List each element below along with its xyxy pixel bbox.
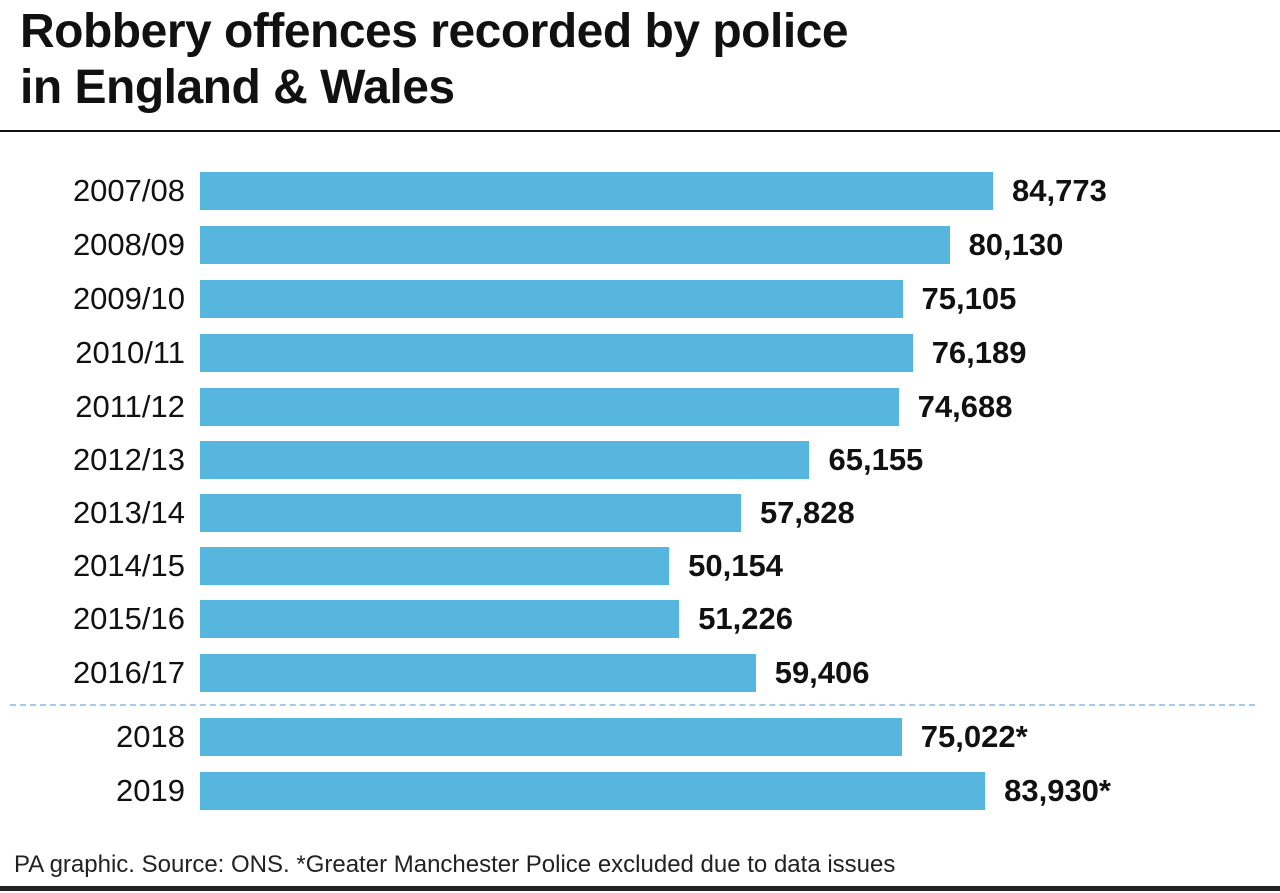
bar-2015-16	[200, 600, 680, 638]
data-label: 76,189	[931, 335, 1027, 370]
category-label: 2019	[116, 773, 185, 808]
category-label: 2012/13	[72, 442, 185, 477]
bar-2018	[200, 718, 902, 756]
bar-2009-10	[200, 280, 903, 318]
category-label: 2009/10	[72, 281, 185, 316]
dashed-divider	[10, 704, 1255, 706]
footnote: PA graphic. Source: ONS. *Greater Manche…	[14, 851, 896, 878]
category-label: 2007/08	[72, 173, 185, 208]
category-label: 2014/15	[72, 548, 185, 583]
data-label: 83,930*	[1004, 773, 1111, 808]
data-label: 84,773	[1012, 173, 1107, 208]
category-label: 2010/11	[75, 335, 185, 370]
category-label: 2011/12	[75, 389, 185, 424]
bar-2014-15	[200, 547, 670, 585]
top-rule	[0, 130, 1280, 132]
bar-2007-08	[200, 172, 993, 210]
category-label: 2016/17	[72, 655, 185, 690]
bottom-rule	[0, 886, 1280, 891]
data-label: 80,130	[968, 227, 1064, 262]
category-label: 2008/09	[72, 227, 185, 262]
bar-2010-11	[200, 334, 913, 372]
title-line-1: Robbery offences recorded by police	[20, 5, 849, 58]
bar-2008-09	[200, 226, 950, 264]
data-label: 65,155	[828, 442, 924, 477]
bar-2011-12	[200, 388, 899, 426]
category-label: 2015/16	[72, 601, 185, 636]
bar-2012-13	[200, 441, 810, 479]
title-line-2: in England & Wales	[20, 61, 455, 114]
chart-title: Robbery offences recorded by police in E…	[20, 4, 849, 116]
bar-2013-14	[200, 494, 741, 532]
data-label: 75,022*	[920, 719, 1028, 754]
data-label: 51,226	[698, 601, 794, 636]
data-label: 75,105	[921, 281, 1017, 316]
data-label: 50,154	[688, 548, 783, 583]
category-label: 2013/14	[72, 495, 185, 530]
category-label: 2018	[116, 719, 185, 754]
data-label: 74,688	[917, 389, 1013, 424]
data-label: 57,828	[759, 495, 855, 530]
bar-2019	[200, 772, 986, 810]
bar-2016-17	[200, 654, 756, 692]
data-label: 59,406	[774, 655, 870, 690]
